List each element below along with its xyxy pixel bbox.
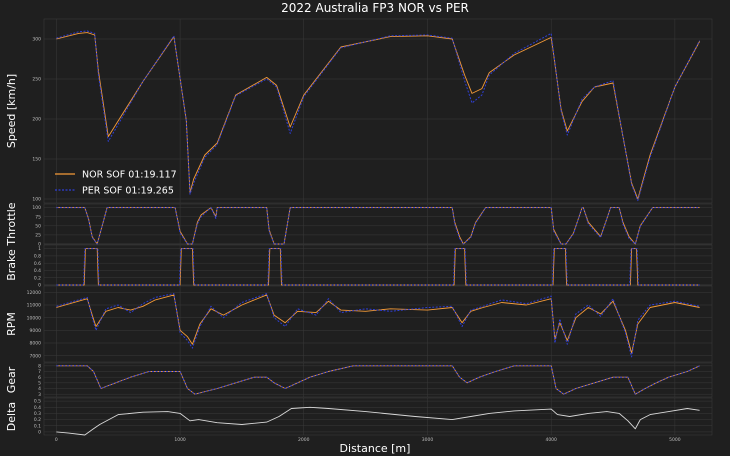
- plot-area: [43, 285, 713, 363]
- panel-brake: 0 0.20.40.60.8 1 Brake: [5, 244, 713, 289]
- panel-delta: 00.10.20.30.40.5 Delta: [5, 397, 713, 436]
- y-tick-label: 0: [38, 242, 41, 248]
- y-tick-label: 0.2: [34, 275, 41, 281]
- x-axis: 0 1000 2000 3000 4000 5000: [55, 437, 681, 443]
- y-tick-label: 7: [38, 369, 41, 375]
- y-tick-label: 0.3: [34, 411, 41, 417]
- plot-area: [43, 244, 713, 286]
- y-tick-label: 250: [32, 77, 41, 83]
- panel-throttle: 0 25 50 75 100 Throttle: [5, 202, 713, 248]
- series-line-delta: [56, 406, 700, 436]
- x-axis-label: Distance [m]: [340, 442, 411, 455]
- y-tick-label: 0: [38, 283, 41, 289]
- y-axis-label-gear: Gear: [5, 366, 18, 393]
- y-tick-label: 150: [32, 157, 41, 163]
- y-axis-label-rpm: RPM: [5, 312, 18, 336]
- y-axis-label-brake: Brake: [5, 249, 18, 281]
- series-line-nor: [56, 294, 700, 354]
- y-tick-label: 7000: [30, 353, 42, 359]
- y-tick-label: 3: [38, 392, 41, 398]
- y-tick-label: 5: [38, 380, 41, 386]
- series-line-nor: [56, 207, 700, 245]
- y-tick-label: 0.8: [34, 254, 41, 260]
- chart-title: 2022 Australia FP3 NOR vs PER: [281, 1, 469, 15]
- legend-entry-nor: NOR SOF 01:19.117: [82, 170, 177, 181]
- y-tick-label: 0.6: [34, 261, 41, 267]
- x-tick-label: 5000: [669, 437, 681, 443]
- y-tick-label: 300: [32, 37, 41, 43]
- x-tick-label: 2000: [298, 437, 310, 443]
- legend-entry-per: PER SOF 01:19.265: [82, 186, 174, 197]
- y-tick-label: 8000: [30, 341, 42, 347]
- series-line-per: [56, 248, 700, 286]
- y-tick-label: 75: [35, 214, 41, 220]
- y-tick-label: 100: [32, 197, 41, 203]
- y-tick-label: 11000: [27, 303, 41, 309]
- y-tick-label: 0.4: [34, 268, 41, 274]
- y-axis-label-speed: Speed [km/h]: [5, 74, 18, 148]
- plot-area: [43, 397, 713, 436]
- y-tick-label: 200: [32, 117, 41, 123]
- y-tick-label: 8: [38, 363, 41, 369]
- y-tick-label: 0.5: [34, 399, 41, 405]
- x-tick-label: 4000: [545, 437, 557, 443]
- x-tick-label: 1000: [174, 437, 186, 443]
- y-tick-label: 9000: [30, 328, 42, 334]
- y-tick-label: 100: [32, 205, 41, 211]
- x-tick-label: 0: [55, 437, 58, 443]
- plot-area: [43, 362, 713, 398]
- series-line-per: [56, 365, 700, 395]
- y-tick-label: 0.1: [34, 423, 41, 429]
- y-tick-label: 1: [38, 246, 41, 252]
- series-line-per: [56, 30, 701, 202]
- y-tick-label: 50: [35, 223, 41, 229]
- y-tick-label: 10000: [27, 315, 41, 321]
- y-tick-label: 4: [38, 386, 41, 392]
- y-tick-label: 0: [38, 430, 41, 436]
- panel-speed: 100 150 200 250 300 Speed [km/h]: [5, 18, 713, 204]
- panel-rpm: 7000 8000 9000 10000 11000 12000 RPM: [5, 285, 713, 363]
- x-tick-label: 3000: [422, 437, 434, 443]
- legend: NOR SOF 01:19.117 PER SOF 01:19.265: [55, 170, 177, 197]
- y-tick-label: 25: [35, 233, 41, 239]
- plot-area: [43, 203, 713, 245]
- y-tick-label: 0.2: [34, 417, 41, 423]
- y-tick-label: 12000: [27, 290, 41, 296]
- y-tick-label: 6: [38, 375, 41, 381]
- plot-area: [43, 18, 713, 204]
- series-line-per: [56, 293, 700, 358]
- series-line-per: [56, 207, 700, 245]
- y-tick-label: 0.4: [34, 405, 41, 411]
- y-axis-label-delta: Delta: [5, 402, 18, 431]
- y-axis-label-throttle: Throttle: [5, 202, 18, 246]
